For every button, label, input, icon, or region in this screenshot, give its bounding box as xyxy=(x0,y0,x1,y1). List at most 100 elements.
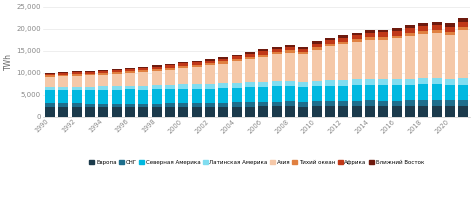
Bar xyxy=(112,72,122,74)
Bar xyxy=(245,57,255,59)
Bar xyxy=(431,78,441,84)
Bar xyxy=(405,25,415,28)
Bar xyxy=(178,84,188,89)
Bar xyxy=(285,45,295,47)
Bar xyxy=(285,81,295,86)
Bar xyxy=(72,76,82,87)
Bar xyxy=(458,78,468,85)
Bar xyxy=(458,27,468,30)
Bar xyxy=(378,106,388,117)
Bar xyxy=(99,87,109,90)
Bar xyxy=(378,79,388,85)
Bar xyxy=(99,70,109,71)
Bar xyxy=(272,49,282,52)
Bar xyxy=(431,25,441,30)
Bar xyxy=(58,87,68,90)
Bar xyxy=(219,59,228,61)
Bar xyxy=(99,104,109,107)
Bar xyxy=(72,72,82,74)
Bar xyxy=(352,106,362,117)
Bar xyxy=(431,84,441,100)
Bar xyxy=(325,44,335,46)
Bar xyxy=(205,84,215,89)
Bar xyxy=(458,85,468,100)
Bar xyxy=(205,89,215,103)
Bar xyxy=(445,106,455,117)
Bar xyxy=(392,85,401,101)
Bar xyxy=(365,85,375,100)
Bar xyxy=(325,86,335,101)
Bar xyxy=(219,107,228,117)
Bar xyxy=(245,102,255,107)
Bar xyxy=(285,101,295,106)
Bar xyxy=(392,101,401,106)
Bar xyxy=(392,36,401,38)
Bar xyxy=(58,72,68,73)
Bar xyxy=(99,75,109,87)
Bar xyxy=(138,107,148,117)
Bar xyxy=(152,85,162,89)
Bar xyxy=(258,107,268,117)
Bar xyxy=(431,22,441,25)
Bar xyxy=(205,61,215,64)
Bar xyxy=(232,61,242,83)
Bar xyxy=(311,101,321,106)
Bar xyxy=(285,86,295,101)
Bar xyxy=(152,104,162,107)
Bar xyxy=(72,107,82,117)
Bar xyxy=(125,71,135,73)
Bar xyxy=(45,75,55,77)
Bar xyxy=(365,30,375,33)
Bar xyxy=(365,38,375,40)
Bar xyxy=(165,65,175,68)
Bar xyxy=(445,32,455,35)
Bar xyxy=(272,87,282,102)
Bar xyxy=(392,31,401,36)
Bar xyxy=(338,80,348,86)
Bar xyxy=(418,106,428,117)
Bar xyxy=(325,106,335,117)
Bar xyxy=(325,46,335,80)
Bar xyxy=(245,54,255,57)
Bar xyxy=(338,101,348,106)
Bar xyxy=(138,104,148,107)
Bar xyxy=(219,103,228,107)
Bar xyxy=(458,18,468,22)
Bar xyxy=(165,89,175,103)
Bar xyxy=(338,86,348,101)
Bar xyxy=(72,103,82,107)
Bar xyxy=(418,23,428,26)
Bar xyxy=(298,102,308,107)
Bar xyxy=(152,69,162,71)
Bar xyxy=(58,103,68,107)
Bar xyxy=(125,86,135,89)
Bar xyxy=(311,81,321,86)
Bar xyxy=(285,47,295,50)
Bar xyxy=(245,87,255,102)
Bar xyxy=(152,65,162,67)
Bar xyxy=(285,106,295,117)
Bar xyxy=(405,85,415,100)
Bar xyxy=(405,78,415,85)
Bar xyxy=(152,67,162,69)
Bar xyxy=(298,82,308,87)
Bar xyxy=(99,73,109,75)
Bar xyxy=(112,107,122,117)
Bar xyxy=(258,54,268,57)
Bar xyxy=(405,100,415,106)
Bar xyxy=(445,35,455,79)
Bar xyxy=(338,35,348,38)
Bar xyxy=(378,32,388,37)
Bar xyxy=(431,30,441,33)
Bar xyxy=(85,72,95,74)
Bar xyxy=(191,103,202,107)
Bar xyxy=(352,79,362,85)
Bar xyxy=(85,75,95,87)
Bar xyxy=(431,33,441,78)
Bar xyxy=(272,106,282,117)
Bar xyxy=(458,106,468,117)
Bar xyxy=(165,70,175,85)
Bar xyxy=(191,89,202,103)
Bar xyxy=(272,47,282,49)
Bar xyxy=(272,52,282,54)
